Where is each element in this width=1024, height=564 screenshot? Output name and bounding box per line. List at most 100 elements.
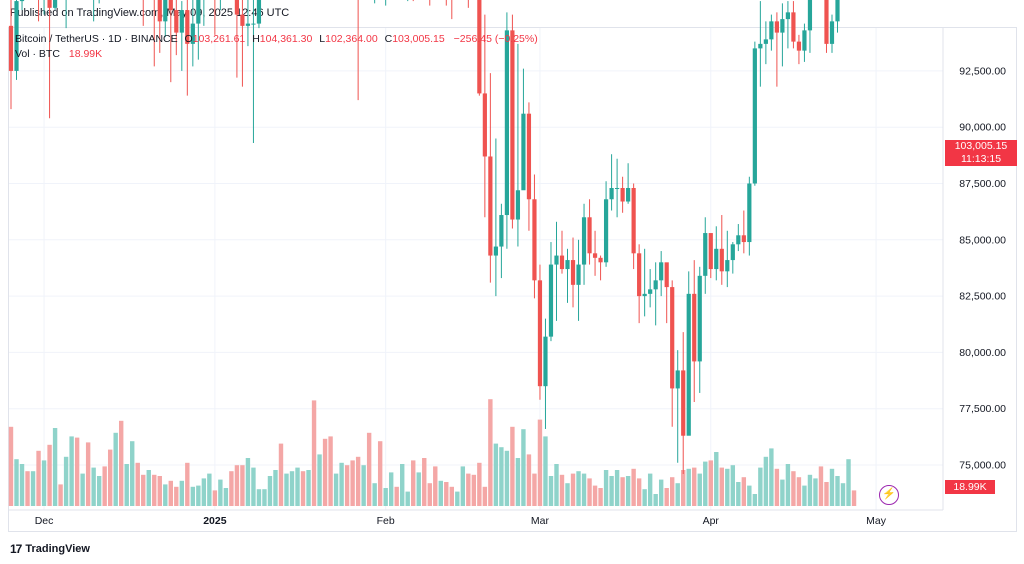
volume-bar xyxy=(570,473,576,506)
volume-bar xyxy=(63,456,69,506)
volume-bar xyxy=(543,436,548,506)
volume-bar xyxy=(758,467,763,506)
candle-body xyxy=(675,370,680,389)
y-tick-label: 77,500.00 xyxy=(959,403,1006,415)
volume-bar xyxy=(113,432,118,506)
volume-bar xyxy=(107,449,113,506)
volume-bar xyxy=(240,465,245,506)
low-label: L xyxy=(319,33,326,45)
volume-bar xyxy=(653,494,658,506)
brand-name: TradingView xyxy=(25,543,90,555)
candle-body xyxy=(752,48,757,184)
volume-bar xyxy=(686,468,691,506)
volume-bar xyxy=(840,483,846,506)
tradingview-logo-icon: 17 xyxy=(10,542,22,556)
volume-bar xyxy=(372,483,377,506)
candle-body xyxy=(185,10,190,44)
candle-body xyxy=(548,264,554,337)
candle-body xyxy=(521,113,526,191)
volume-bar xyxy=(36,450,41,506)
volume-bar xyxy=(703,461,708,506)
volume-bar xyxy=(747,485,752,506)
tradingview-brand: 17 TradingView xyxy=(10,542,90,556)
candle-body xyxy=(659,262,664,281)
volume-bar xyxy=(366,432,372,506)
legend-ohlc-row: Bitcoin / TetherUS · 1D · BINANCE O103,2… xyxy=(15,32,538,47)
open-label: O xyxy=(184,33,193,45)
volume-bar xyxy=(609,476,614,506)
volume-bar xyxy=(405,491,410,506)
volume-bar xyxy=(791,471,796,506)
candle-body xyxy=(807,0,813,31)
candle-body xyxy=(179,10,184,33)
candle-body xyxy=(697,275,702,362)
volume-bar xyxy=(664,488,669,506)
volume-bar xyxy=(802,485,807,506)
candle-body xyxy=(251,23,256,25)
change-value: −256.45 (−0.25%) xyxy=(453,33,538,45)
candle-body xyxy=(493,246,498,256)
volume-bar xyxy=(30,471,36,506)
y-tick-label: 85,000.00 xyxy=(959,234,1006,246)
volume-bar xyxy=(835,476,840,506)
volume-bar xyxy=(163,484,168,506)
volume-label[interactable]: Vol · BTC xyxy=(15,48,60,60)
volume-bar xyxy=(438,480,443,506)
volume-bar xyxy=(427,483,432,506)
volume-bar xyxy=(41,460,47,506)
volume-bar xyxy=(736,482,741,506)
volume-bar xyxy=(130,441,135,506)
volume-bar xyxy=(769,448,774,506)
candle-body xyxy=(774,21,779,33)
volume-bar xyxy=(14,459,19,506)
volume-bar xyxy=(383,488,388,506)
last-price-tag: 103,005.15 11:13:15 xyxy=(945,140,1017,166)
volume-bar xyxy=(102,466,107,506)
volume-bar xyxy=(80,473,85,506)
candle-body xyxy=(157,0,162,22)
candle-body xyxy=(692,293,697,362)
y-tick-label: 80,000.00 xyxy=(959,347,1006,359)
volume-bar xyxy=(692,467,697,506)
volume-bar xyxy=(658,479,664,506)
candle-body xyxy=(835,0,840,22)
candle-body xyxy=(532,199,537,281)
close-value: 103,005.15 xyxy=(392,33,445,45)
volume-bar xyxy=(119,420,124,506)
legend-volume-row: Vol · BTC 18.99K xyxy=(15,47,538,62)
candle-body xyxy=(163,0,168,22)
volume-bar xyxy=(58,484,63,506)
volume-bar xyxy=(603,470,609,506)
volume-bar xyxy=(493,443,499,506)
volume-bar xyxy=(422,458,427,506)
lightning-icon[interactable]: ⚡ xyxy=(879,485,899,505)
volume-bar xyxy=(317,454,322,506)
candle-body xyxy=(488,156,493,256)
volume-bar xyxy=(471,474,477,506)
candle-body xyxy=(686,293,691,436)
volume-bar xyxy=(477,462,482,506)
volume-bar xyxy=(124,464,129,506)
symbol-label[interactable]: Bitcoin / TetherUS · 1D · BINANCE xyxy=(15,33,178,45)
candle-body xyxy=(499,215,504,247)
candle-body xyxy=(626,188,631,202)
candle-body xyxy=(581,217,587,265)
volume-bar xyxy=(460,466,466,506)
open-value: 103,261.61 xyxy=(192,33,246,45)
candle-body xyxy=(769,21,774,40)
volume-bar xyxy=(278,443,284,506)
volume-bar xyxy=(537,419,543,506)
volume-bar xyxy=(455,491,460,506)
volume-bar xyxy=(74,437,80,506)
volume-bar xyxy=(636,478,642,506)
candle-body xyxy=(537,280,543,387)
volume-bar xyxy=(256,489,262,506)
candle-body xyxy=(482,93,487,157)
volume-bar xyxy=(670,477,675,506)
volume-bar xyxy=(273,470,278,506)
volume-bar xyxy=(581,473,587,506)
candle-body xyxy=(642,293,647,297)
volume-bar xyxy=(295,467,300,506)
volume-bar xyxy=(708,460,713,506)
